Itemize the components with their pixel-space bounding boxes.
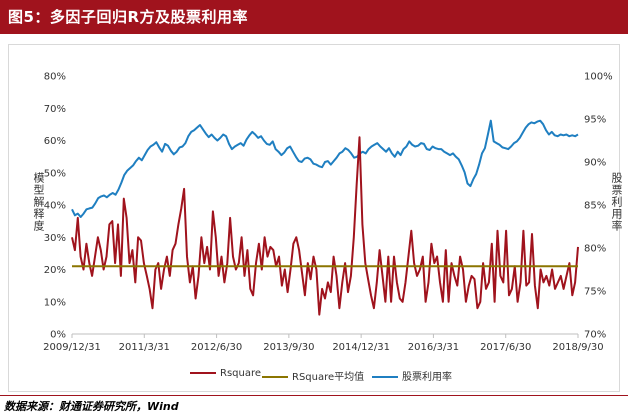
- chart-title: 图5：多因子回归R方及股票利用率: [8, 8, 248, 26]
- legend-swatch-rsquare-avg: [262, 376, 288, 378]
- y-right-tick-label: 85%: [584, 201, 606, 212]
- y-right-tick-label: 100%: [584, 72, 613, 83]
- y-right-tick-label: 90%: [584, 158, 606, 169]
- y-left-tick-label: 70%: [44, 104, 66, 115]
- legend-item-rsquare: Rsquare: [190, 368, 261, 379]
- series-line-stock-util: [71, 119, 579, 218]
- series-line-rsquare: [71, 136, 579, 316]
- legend-label-stock-util: 股票利用率: [402, 372, 452, 383]
- y-right-tick-label: 70%: [584, 330, 606, 341]
- y-right-tick-label: 80%: [584, 244, 606, 255]
- x-tick-label: 2014/12/31: [332, 342, 390, 353]
- x-tick-label: 2018/9/30: [552, 342, 603, 353]
- legend-label-rsquare-avg: RSquare平均值: [292, 372, 365, 383]
- x-tick-label: 2009/12/31: [43, 342, 101, 353]
- data-source: 数据来源：财通证券研究所，Wind: [4, 400, 179, 413]
- y-left-axis-label: 模型解释度: [32, 172, 45, 232]
- y-right-tick-label: 95%: [584, 115, 606, 126]
- y-left-tick-label: 30%: [44, 233, 66, 244]
- y-left-tick-label: 80%: [44, 72, 66, 83]
- y-left-tick-label: 10%: [44, 297, 66, 308]
- chart-frame: [8, 44, 620, 392]
- title-bar: 图5：多因子回归R方及股票利用率: [0, 0, 628, 34]
- y-left-tick-label: 50%: [44, 168, 66, 179]
- legend-swatch-stock-util: [372, 376, 398, 378]
- y-left-tick-label: 20%: [44, 265, 66, 276]
- x-tick-label: 2011/3/31: [119, 342, 170, 353]
- x-tick-label: 2016/3/31: [408, 342, 459, 353]
- x-tick-label: 2012/6/30: [191, 342, 242, 353]
- y-right-tick-label: 75%: [584, 287, 606, 298]
- legend-swatch-rsquare: [190, 372, 216, 374]
- legend-item-stock-util: 股票利用率: [372, 368, 452, 383]
- x-tick-label: 2013/9/30: [263, 342, 314, 353]
- y-left-tick-label: 40%: [44, 201, 66, 212]
- x-tick-label: 2017/6/30: [480, 342, 531, 353]
- legend-label-rsquare: Rsquare: [220, 368, 262, 379]
- footer-divider: [0, 395, 628, 396]
- y-right-axis-label: 股票利用率: [610, 172, 623, 232]
- y-left-tick-label: 0%: [50, 330, 66, 341]
- y-left-tick-label: 60%: [44, 136, 66, 147]
- legend-item-rsquare-avg: RSquare平均值: [262, 368, 364, 383]
